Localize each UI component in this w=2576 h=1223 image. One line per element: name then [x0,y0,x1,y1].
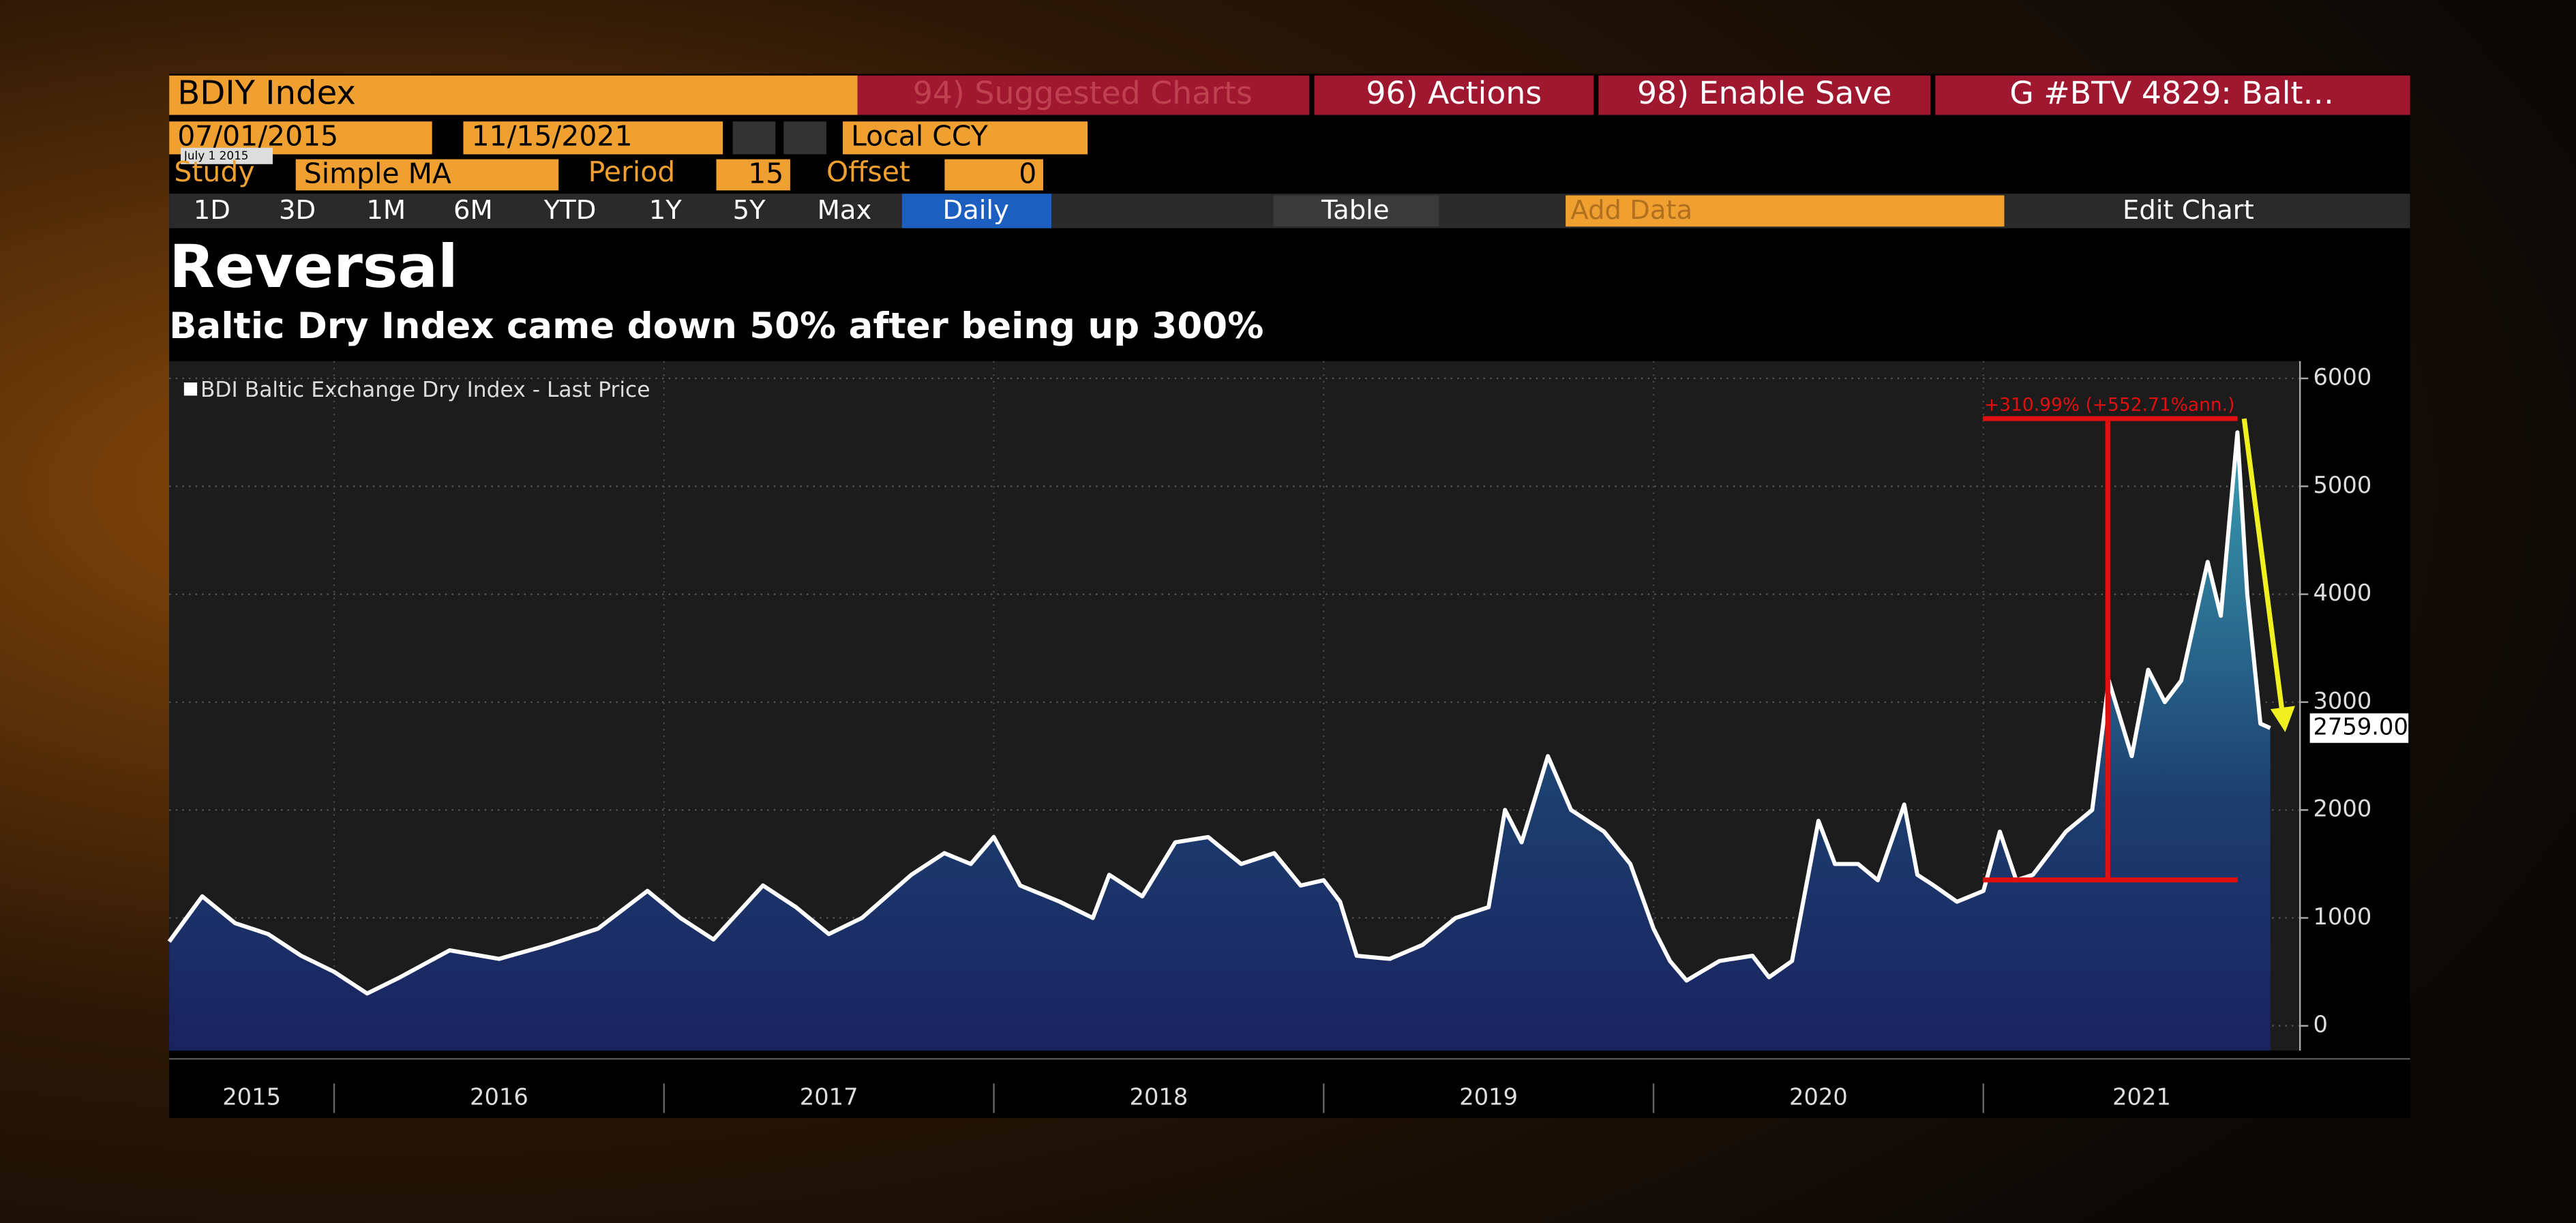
offset: 0 [1019,157,1036,190]
study: Simple MA [304,157,451,190]
range-button[interactable]: 3D [279,195,316,226]
last-price-label: 2759.00 [2313,714,2408,740]
legend-swatch [183,382,198,396]
frequency: Daily [942,195,1008,226]
menu-button[interactable] [1314,75,1594,115]
end-date: 11/15/2021 [472,119,633,152]
annotation-arrow [2241,418,2286,723]
study-label: Study [174,155,254,188]
annotation-label: +310.99% (+552.71%ann.) [1984,394,2234,415]
add-data: Add Data [1570,195,1692,226]
ticker: BDIY Index [177,74,356,112]
x-tick-label: 2016 [470,1083,528,1110]
y-tick-label: 1000 [2313,903,2371,930]
line [167,430,2271,996]
chart-subtitle: Baltic Dry Index came down 50% after bei… [169,305,1263,347]
y-tick-label: 6000 [2313,364,2371,391]
plot: 0 1000 2000 3000 4000 5000 6000 2015 2016 2017 201… [167,361,2409,1113]
offset-label: Offset [826,155,910,188]
range-button[interactable]: 1D [194,195,230,226]
study-field[interactable] [295,159,559,191]
start-date: 07/01/2015 [177,119,338,152]
menu-label: 98) Enable Save [1637,75,1891,111]
annotation-arrowhead [2270,706,2295,732]
next-button[interactable] [783,121,826,155]
range-button[interactable]: 5Y [733,195,766,226]
range-button[interactable]: 1M [366,195,406,226]
x-tick-label: 2017 [800,1083,858,1110]
ticker-box[interactable] [169,75,858,115]
chart-title: Reversal [169,233,458,301]
x-tick-label: 2019 [1459,1083,1518,1110]
menu-label: 96) Actions [1366,75,1542,111]
table-button[interactable] [1273,195,1439,227]
currency: Local CCY [851,119,989,152]
last-price-box [2309,713,2409,743]
range-button[interactable]: 6M [453,195,493,226]
period-field[interactable] [716,159,790,191]
prev-button[interactable] [732,121,776,155]
period: 15 [748,157,783,190]
currency-field[interactable] [843,121,1088,155]
tooltip [181,147,273,164]
y-tick-label: 0 [2313,1011,2327,1038]
date-field[interactable] [463,121,723,155]
edit-chart[interactable]: Edit Chart [2123,195,2254,226]
x-tick-label: 2015 [222,1083,281,1110]
y-tick-label: 2000 [2313,796,2371,822]
tab[interactable] [1935,75,2410,115]
x-tick-label: 2020 [1789,1083,1848,1110]
y-tick-label: 4000 [2313,579,2371,606]
tooltip-text: July 1 2015 [183,149,249,162]
x-tick-label: 2018 [1130,1083,1188,1110]
range-button[interactable]: YTD [543,195,597,226]
y-tick-label: 3000 [2313,687,2371,714]
add-data-field[interactable] [1566,195,2005,227]
tab-label: G #BTV 4829: Balt… [2009,75,2334,111]
x-tick-label: 2021 [2112,1083,2171,1110]
y-tick-label: 5000 [2313,472,2371,498]
table-label: Table [1321,195,1390,226]
offset-field[interactable] [944,159,1043,191]
legend-label: BDI Baltic Exchange Dry Index - Last Pri… [200,378,650,402]
menu-button[interactable] [857,75,1310,115]
frequency-button[interactable] [901,194,1052,228]
range-button[interactable]: Max [818,195,872,226]
period-label: Period [588,155,676,188]
menu-button[interactable] [1598,75,1931,115]
menu-label: 94) Suggested Charts [913,75,1253,111]
range-button[interactable]: 1Y [649,195,683,226]
